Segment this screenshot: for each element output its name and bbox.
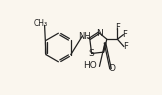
Text: F: F	[115, 23, 120, 32]
Text: S: S	[89, 49, 94, 58]
Text: HO: HO	[83, 61, 97, 70]
Text: F: F	[122, 30, 127, 39]
Text: O: O	[109, 64, 116, 73]
Text: F: F	[123, 42, 128, 51]
Text: CH₃: CH₃	[34, 19, 48, 28]
Text: N: N	[96, 29, 103, 38]
Text: NH: NH	[78, 32, 91, 41]
